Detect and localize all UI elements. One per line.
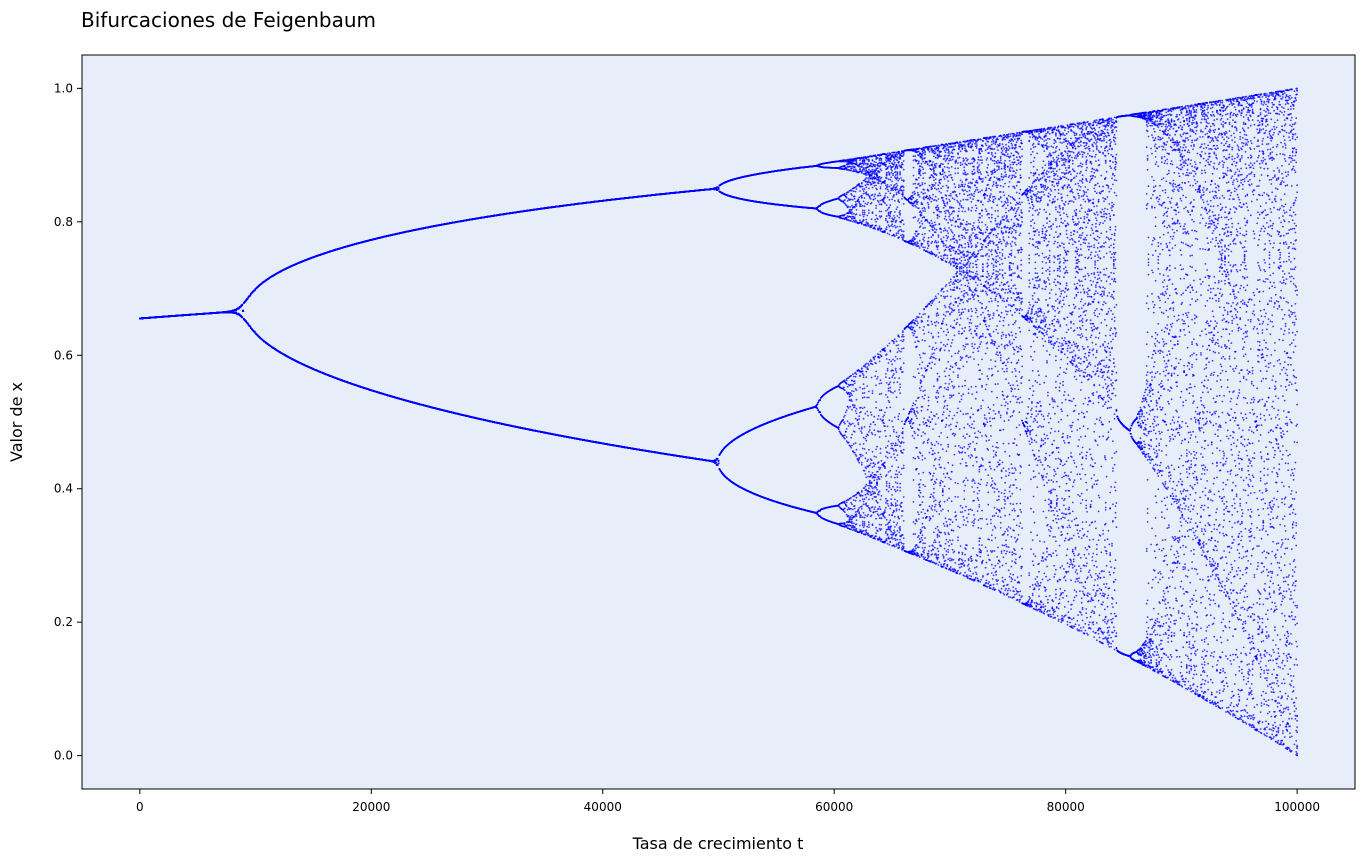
data-point — [241, 316, 244, 318]
data-point — [249, 294, 252, 297]
data-point — [241, 304, 244, 306]
data-point — [246, 322, 249, 324]
data-point — [242, 310, 245, 312]
scatter-points — [139, 87, 1298, 757]
data-point — [253, 331, 256, 333]
data-point — [246, 297, 249, 300]
chart-title: Bifurcaciones de Feigenbaum — [81, 8, 376, 32]
data-point — [249, 325, 252, 328]
